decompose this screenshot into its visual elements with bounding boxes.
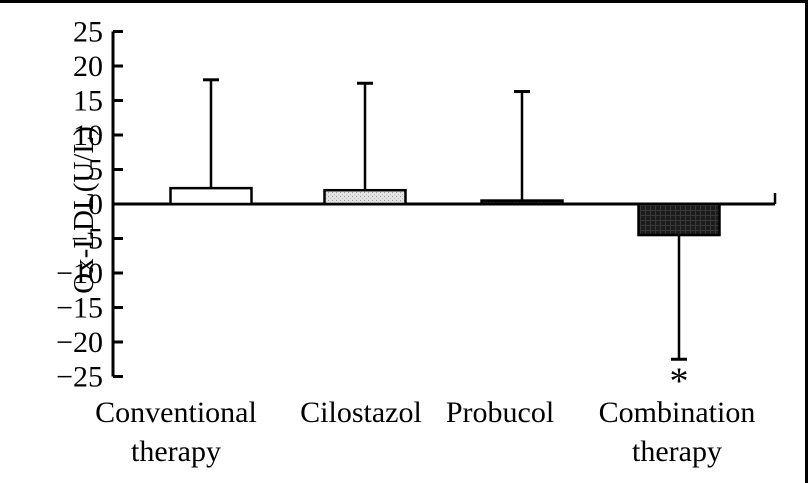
scan-border-right (805, 0, 808, 483)
bar-conventional-therapy (169, 186, 253, 206)
y-axis-tick-label: 5 (88, 154, 103, 187)
category-label-cilostazol: Cilostazol (300, 396, 422, 429)
y-axis-tick-label: 10 (73, 119, 103, 152)
error-bars-layer (203, 78, 687, 361)
y-axis-tick-label: 20 (73, 50, 103, 83)
annotations-layer: * (670, 360, 689, 402)
y-axis-tick-label: −20 (56, 326, 103, 359)
y-axis-tick-label: 0 (88, 188, 103, 221)
y-axis-tick-label: 15 (73, 85, 103, 118)
y-axis-tick-label: 25 (73, 16, 103, 49)
y-axis-tick-label: −25 (56, 361, 103, 394)
scan-border-top (0, 0, 808, 3)
category-label-combination-therapy: Combination therapy (598, 396, 756, 468)
bars-layer (169, 186, 721, 237)
category-label-conventional-therapy: Conventional therapy (95, 396, 257, 468)
y-axis-tick-label: −15 (56, 292, 103, 325)
bar-probucol (480, 199, 564, 206)
y-axis-tick-label: −5 (71, 223, 103, 256)
bar-combination-therapy (637, 202, 721, 237)
bar-cilostazol (323, 188, 407, 206)
y-axis-tick-label: −10 (56, 257, 103, 290)
significance-asterisk: * (670, 360, 689, 402)
category-label-probucol: Probucol (445, 396, 555, 429)
